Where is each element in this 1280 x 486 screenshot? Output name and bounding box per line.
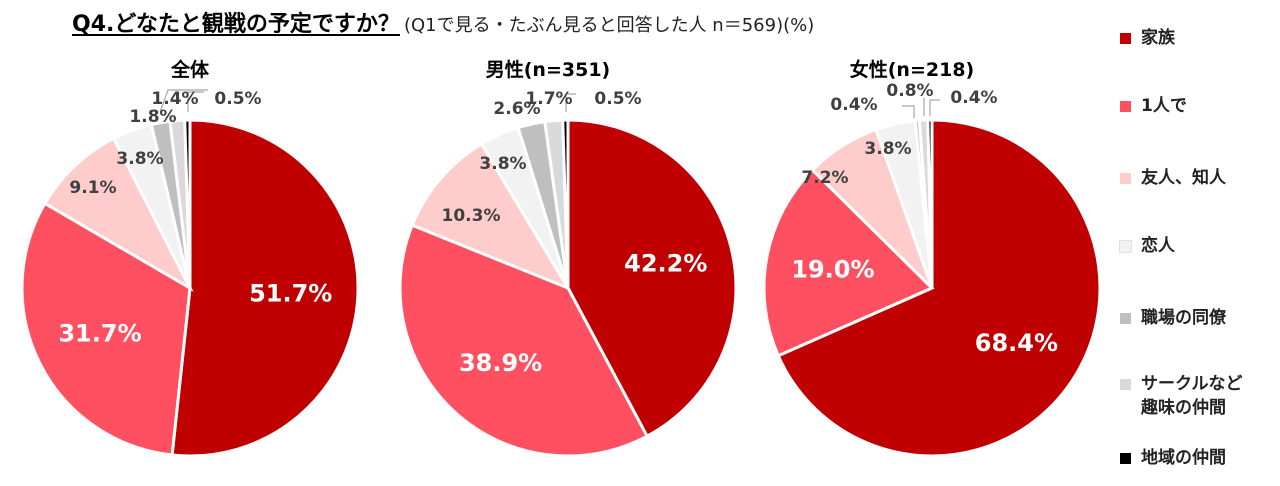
legend-label: 恋人	[1141, 236, 1175, 256]
title-subtitle: (Q1で見る・たぶん見ると回答した人 n＝569)(%)	[403, 15, 815, 36]
legend-label: 1人で	[1141, 96, 1187, 116]
pie-slice	[762, 167, 935, 358]
leader-line	[902, 105, 915, 118]
data-label: 0.4%	[830, 95, 877, 115]
legend-item: サークルなど 趣味の仲間	[1120, 372, 1243, 420]
legend-swatch	[1120, 101, 1131, 112]
legend-label: 友人、知人	[1141, 168, 1226, 188]
legend-swatch	[1120, 313, 1131, 324]
data-label: 1.4%	[151, 89, 198, 109]
pie-slice	[170, 118, 360, 458]
pie-slice	[561, 118, 570, 289]
pie-slice	[183, 118, 192, 289]
legend-swatch	[1120, 453, 1131, 464]
legend-label: 家族	[1141, 28, 1175, 48]
pie-slice	[776, 118, 1102, 458]
data-label: 19.0%	[791, 256, 874, 284]
legend-item: 地域の仲間	[1120, 446, 1226, 470]
data-label: 1.7%	[525, 89, 572, 109]
leader-line	[187, 91, 204, 112]
legend-label: サークルなど 趣味の仲間	[1141, 374, 1243, 418]
pie-slice	[926, 118, 934, 289]
data-label: 38.9%	[459, 349, 542, 377]
data-label: 0.5%	[214, 89, 261, 109]
legend-item: 家族	[1120, 26, 1175, 50]
data-label: 68.4%	[975, 329, 1058, 357]
leader-line	[159, 89, 208, 113]
data-label: 0.8%	[886, 81, 933, 101]
data-label: 42.2%	[624, 250, 707, 278]
pie-chart: 42.2% 38.9% 10.3% 3.8% 2.6%1.7% 0.5% 男性(n=351)	[398, 58, 738, 458]
legend-item: 1人で	[1120, 94, 1187, 118]
pie-slice	[20, 201, 192, 457]
legend-item: 友人、知人	[1120, 166, 1226, 190]
pie-chart: 51.7% 31.7% 9.1%3.8% 1.8%1.4% 0.5%全体	[20, 58, 360, 458]
legend-item: 恋人	[1119, 234, 1175, 258]
pie-slice	[410, 141, 572, 292]
pie-charts: 51.7%31.7%9.1%3.8%1.8%1.4% 0.5%全体42.2%38.…	[20, 58, 1102, 458]
data-label: 0.4%	[950, 88, 997, 108]
data-label: 1.8%	[129, 107, 176, 127]
leader-line	[565, 93, 576, 112]
legend-label: 地域の仲間	[1141, 448, 1226, 468]
chart-title: Q4.どなたと観戦の予定ですか？ (Q1で見る・たぶん見ると回答した人 n＝569…	[72, 6, 814, 38]
data-label: 3.8%	[479, 154, 526, 174]
legend-swatch	[1120, 33, 1131, 44]
data-label: 2.6%	[493, 99, 540, 119]
data-label: 9.1%	[69, 178, 116, 198]
pie-title: 女性(n=218)	[850, 58, 974, 81]
pie-slice	[566, 118, 738, 439]
data-label: 31.7%	[58, 320, 141, 348]
pie-slice	[398, 223, 650, 458]
data-label: 7.2%	[801, 168, 848, 188]
legend-swatch	[1120, 379, 1131, 390]
title-main: Q4.どなたと観戦の予定ですか？	[72, 12, 400, 37]
pie-chart: 68.4% 19.0% 7.2% 3.8% 0.4% 0.8% 0.4% 女性(n=218)	[762, 58, 1102, 458]
legend-swatch	[1120, 173, 1131, 184]
legend-label: 職場の同僚	[1141, 308, 1226, 328]
leader-line	[929, 99, 940, 116]
data-label: 0.5%	[594, 89, 641, 109]
pie-slice	[42, 136, 194, 292]
data-label: 10.3%	[442, 206, 501, 226]
data-label: 3.8%	[116, 149, 163, 169]
legend-swatch	[1119, 240, 1132, 253]
data-label: 51.7%	[249, 279, 332, 307]
pie-title: 全体	[170, 58, 210, 81]
legend-item: 職場の同僚	[1120, 306, 1226, 330]
data-label: 3.8%	[864, 139, 911, 159]
pie-title: 男性(n=351)	[486, 58, 610, 81]
